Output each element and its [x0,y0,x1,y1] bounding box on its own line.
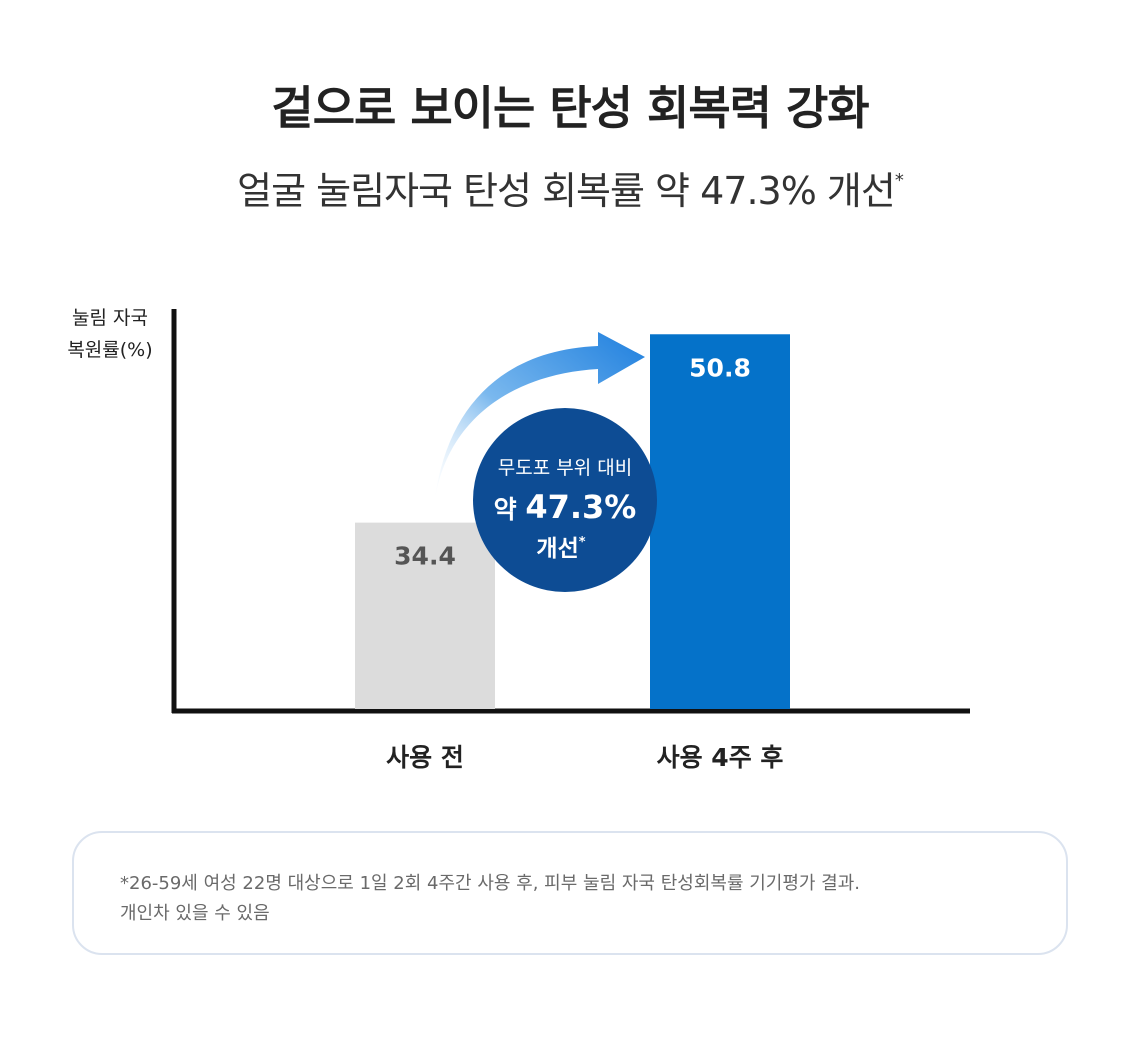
footnote-line-1: *26-59세 여성 22명 대상으로 1일 2회 4주간 사용 후, 피부 눌… [120,873,861,894]
badge-line-1: 무도포 부위 대비 [498,457,632,479]
bar-2 [650,334,790,709]
footnote-line-2: 개인차 있을 수 있음 [120,903,270,924]
subtitle-text: 얼굴 눌림자국 탄성 회복률 약 47.3% 개선 [237,169,896,213]
y-axis-label-line: 눌림 자국 [72,307,148,329]
badge-prefix: 약 [494,495,526,524]
subtitle-footnote-mark: * [894,170,904,191]
improvement-badge [473,408,657,592]
badge-line-2: 약 47.3% [494,488,637,526]
footnote-text: *26-59세 여성 22명 대상으로 1일 2회 4주간 사용 후, 피부 눌… [120,869,860,929]
badge-footnote-mark: * [579,535,586,550]
x-tick-label: 사용 4주 후 [657,743,784,772]
bar-value-label: 50.8 [689,353,751,382]
badge-line-3: 개선* [536,535,585,562]
x-tick-label: 사용 전 [386,743,464,772]
page-subtitle: 얼굴 눌림자국 탄성 회복률 약 47.3% 개선* [0,160,1140,215]
growth-arrow-icon [434,332,645,507]
y-axis-label-line: 복원률(%) [67,339,152,361]
bar-value-label: 34.4 [394,542,456,571]
page-title: 겉으로 보이는 탄성 회복력 강화 [271,81,869,135]
bar-1 [355,522,495,709]
footnote-box: *26-59세 여성 22명 대상으로 1일 2회 4주간 사용 후, 피부 눌… [72,831,1068,955]
badge-percentage: 47.3% [525,488,636,526]
